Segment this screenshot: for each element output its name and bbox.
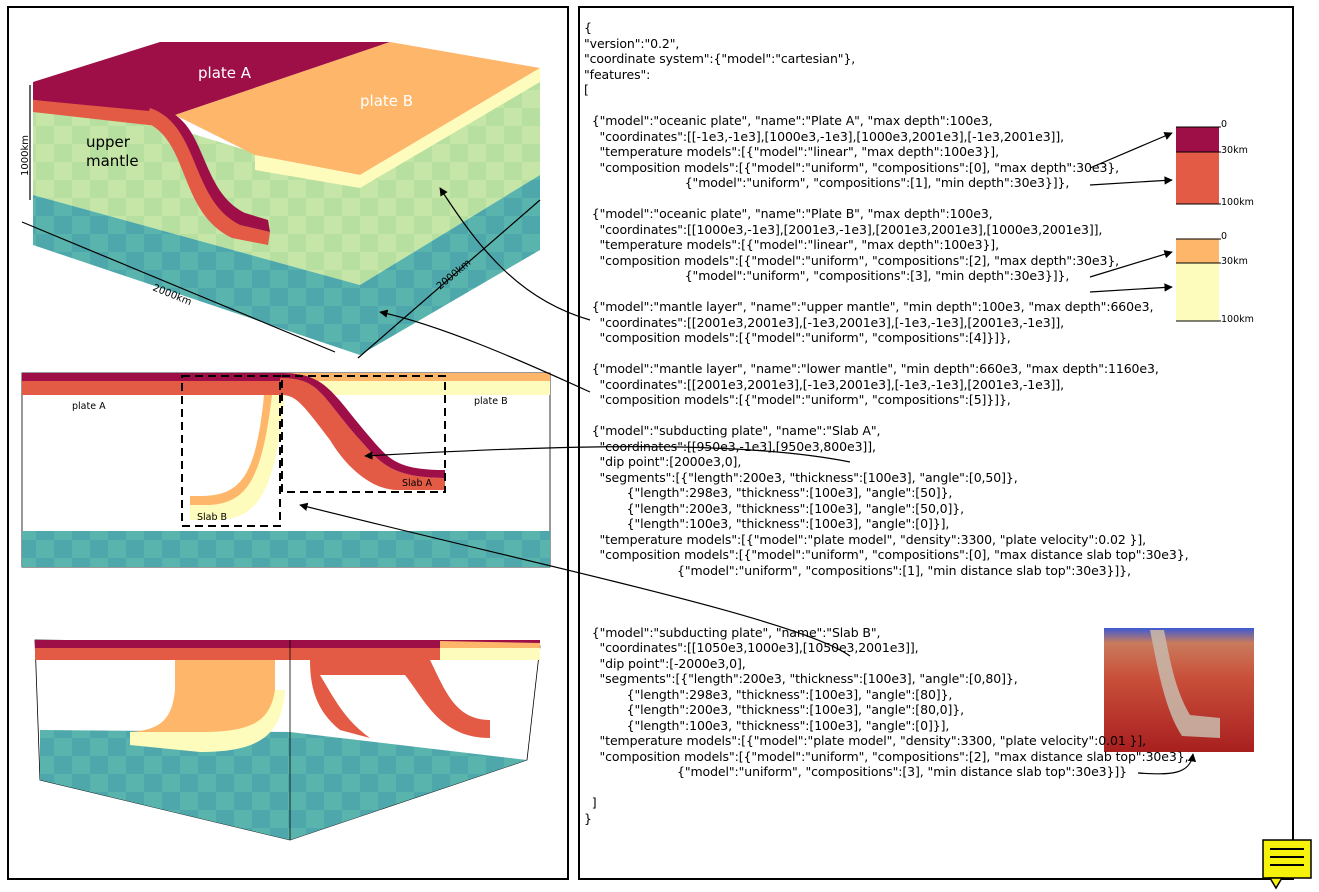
code-line: [584, 408, 1188, 424]
cs-plate-a-crust: [22, 373, 280, 381]
code-line: "coordinates":[[2001e3,2001e3],[-1e3,200…: [584, 314, 1064, 330]
code-line: "temperature models":[{"model":"linear",…: [584, 237, 999, 252]
code-line: "temperature models":[{"model":"linear",…: [584, 144, 999, 159]
3d-block-dimensions: [21, 85, 541, 359]
code-line: "temperature models":[{"model":"plate mo…: [584, 531, 1147, 547]
bar-b-bottom-label: 100km: [1221, 314, 1254, 325]
note-icon[interactable]: [1262, 839, 1312, 890]
plate-b-lithosphere-side: [255, 68, 540, 188]
code-line: [584, 609, 1188, 625]
cs-plate-b-lith: [280, 381, 550, 395]
bar-a-top-label: 0: [1221, 119, 1227, 130]
temperature-slab-thumbnail: [1104, 628, 1254, 752]
code-line: "dip point":[2000e3,0],: [584, 454, 742, 469]
code-line: "segments":[{"length":200e3, "thickness"…: [584, 469, 1018, 485]
code-line: {"model":"oceanic plate", "name":"Plate …: [584, 113, 993, 128]
lower-mantle-front-face: [33, 195, 360, 355]
code-line: {"model":"oceanic plate", "name":"Plate …: [584, 206, 993, 221]
slab-a-3d: [145, 108, 270, 245]
code-line: [584, 191, 1188, 207]
code-line: [584, 578, 1188, 594]
upper-mantle-side-face: [360, 68, 540, 285]
code-line: "version":"0.2",: [584, 35, 680, 51]
code-line: {"model":"uniform", "compositions":[3], …: [584, 764, 1128, 779]
code-line: {"model":"mantle layer", "name":"lower m…: [584, 361, 1159, 376]
code-line: "segments":[{"length":200e3, "thickness"…: [584, 671, 1018, 686]
code-line: [584, 284, 1188, 300]
code-line: [584, 780, 1188, 796]
code-line: [: [584, 82, 589, 97]
plate-a-top: [33, 42, 390, 115]
upper-mantle-label-line1: upper: [86, 133, 131, 151]
code-line: "coordinate system":{"model":"cartesian"…: [584, 51, 856, 66]
code-line: {"model":"uniform", "compositions":[3], …: [584, 268, 1070, 283]
plate-b-top: [175, 42, 540, 175]
code-line: "composition models":[{"model":"uniform"…: [584, 330, 1011, 345]
code-line: "composition models":[{"model":"uniform"…: [584, 392, 1011, 407]
code-line: {: [584, 20, 592, 35]
cross-section: [21, 372, 551, 568]
cs-plate-a-lith: [22, 381, 280, 395]
upper-mantle-label-line2: mantle: [86, 152, 139, 170]
plate-b-composition-bar: [1176, 238, 1221, 322]
code-line: {"model":"mantle layer", "name":"upper m…: [584, 299, 1154, 314]
plate-a-composition-bar: [1176, 126, 1221, 205]
code-line: "composition models":[{"model":"uniform"…: [584, 252, 1120, 268]
3d-slab-a: [310, 660, 490, 738]
code-line: ]: [584, 795, 597, 810]
code-line: {"model":"uniform", "compositions":[1], …: [584, 562, 1131, 578]
code-line: [584, 98, 1188, 114]
cs-slab-a-label: Slab A: [402, 478, 433, 489]
code-line: "dip point":[-2000e3,0],: [584, 655, 746, 671]
code-line: {"length":298e3, "thickness":[100e3], "a…: [584, 485, 953, 500]
code-line: "features":: [584, 66, 651, 82]
bar-b-top-label: 0: [1221, 231, 1227, 242]
code-line: "composition models":[{"model":"uniform"…: [584, 159, 1120, 175]
world-builder-json-code: {"version":"0.2", "coordinate system":{"m…: [584, 20, 1189, 826]
cs-slab-b: [190, 395, 285, 520]
cs-slab-b-label: Slab B: [197, 512, 227, 523]
3d-block-model: [33, 42, 540, 355]
code-line: {"length":200e3, "thickness":[100e3], "a…: [584, 500, 965, 516]
cs-plate-a-label: plate A: [72, 401, 106, 412]
bar-a-bottom-label: 100km: [1221, 197, 1254, 208]
code-line: }: [584, 810, 592, 826]
code-line: "composition models":[{"model":"uniform"…: [584, 547, 1189, 562]
code-line: "coordinates":[[2001e3,2001e3],[-1e3,200…: [584, 376, 1064, 392]
bar-b-mid-label: 30km: [1221, 256, 1248, 267]
code-line: {"model":"subducting plate", "name":"Sla…: [584, 624, 881, 640]
code-line: "coordinates":[[1000e3,-1e3],[2001e3,-1e…: [584, 221, 1103, 237]
code-line: "coordinates":[[1050e3,1000e3],[1050e3,2…: [584, 640, 919, 655]
code-line: "coordinates":[[-1e3,-1e3],[1000e3,-1e3]…: [584, 128, 1064, 144]
dim-vertical-label: 1000km: [20, 135, 31, 176]
code-line: "composition models":[{"model":"uniform"…: [584, 748, 1189, 764]
plate-b-label: plate B: [360, 92, 413, 110]
code-line: [584, 346, 1188, 362]
3d-slab-view: [34, 639, 541, 841]
code-line: {"length":100e3, "thickness":[100e3], "a…: [584, 717, 950, 733]
lower-mantle-floor: [40, 730, 527, 840]
code-line: "temperature models":[{"model":"plate mo…: [584, 733, 1147, 748]
code-line: {"length":200e3, "thickness":[100e3], "a…: [584, 702, 965, 717]
connector-arrows: [299, 132, 1197, 775]
code-line: {"length":298e3, "thickness":[100e3], "a…: [584, 686, 953, 702]
cs-slab-a: [280, 378, 445, 490]
bar-a-mid-label: 30km: [1221, 145, 1248, 156]
3d-slab-b: [130, 660, 275, 745]
code-line: [584, 594, 1188, 610]
lower-mantle-side-face: [360, 175, 540, 355]
plate-a-label: plate A: [198, 64, 252, 82]
cs-plate-b-label: plate B: [474, 396, 508, 407]
code-line: {"length":100e3, "thickness":[100e3], "a…: [584, 516, 950, 531]
code-line: {"model":"subducting plate", "name":"Sla…: [584, 423, 881, 438]
code-line: "coordinates":[[950e3,-1e3],[950e3,800e3…: [584, 438, 876, 454]
code-line: {"model":"uniform", "compositions":[1], …: [584, 175, 1070, 190]
plate-a-lithosphere-front: [33, 100, 175, 128]
